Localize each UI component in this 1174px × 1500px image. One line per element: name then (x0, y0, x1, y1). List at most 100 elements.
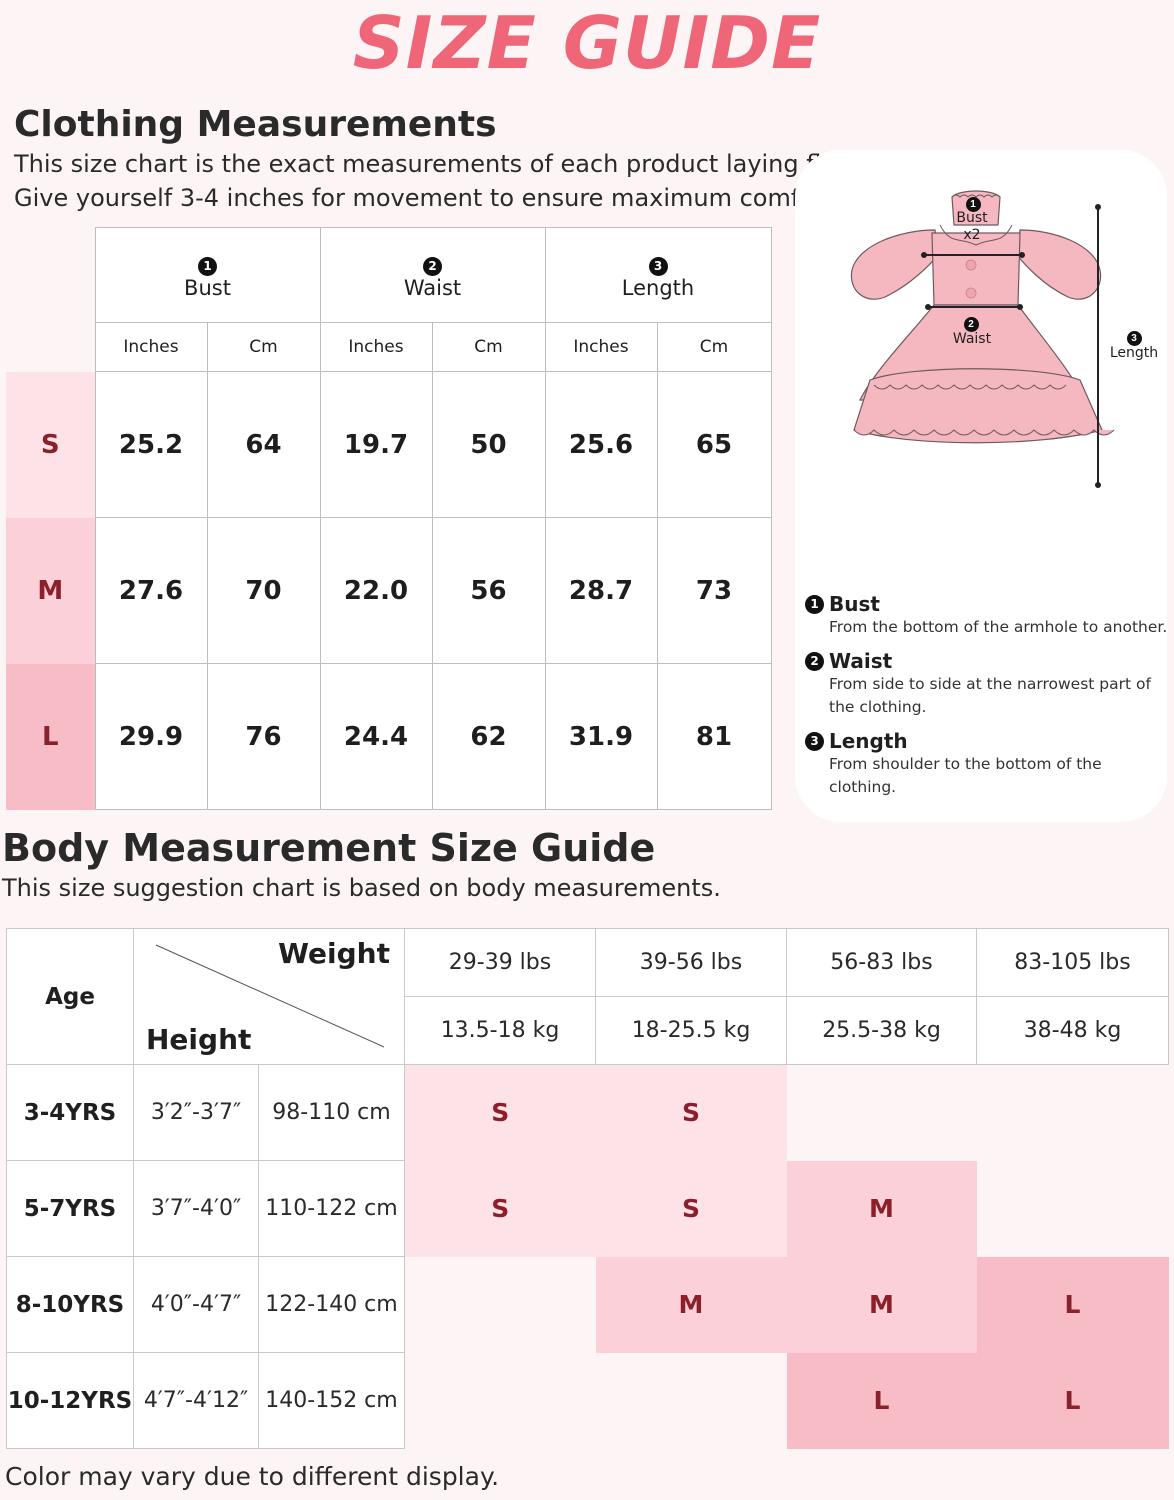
bust-diagram-text: Bust (956, 210, 988, 226)
height-ft-cell: 3′2″-3′7″ (133, 1064, 259, 1161)
waist-diagram-label: Waist (952, 331, 992, 347)
weight-lbs-header: 83-105 lbs (976, 928, 1169, 997)
measurement-cell: 70 (206, 517, 321, 664)
weight-lbs-header: 39-56 lbs (595, 928, 787, 997)
size-cell: M (786, 1256, 977, 1353)
bust-marker-badge: 1 (965, 197, 981, 212)
height-ft-cell: 3′7″-4′0″ (133, 1160, 259, 1257)
measurement-cell: 27.6 (94, 517, 208, 664)
measurement-cell: 25.6 (544, 371, 658, 518)
unit-header: Cm (656, 322, 772, 372)
measurement-cell: 64 (206, 371, 321, 518)
height-ft-cell: 4′0″-4′7″ (133, 1256, 259, 1353)
length-diagram-label: Length (1109, 345, 1159, 361)
table-row: 5-7YRS 3′7″-4′0″ 110-122 cm S S M (6, 1160, 1169, 1257)
waist-header: 2 Waist (319, 227, 546, 323)
size-cell: L (786, 1352, 977, 1449)
clothing-desc-2: Give yourself 3-4 inches for movement to… (14, 184, 841, 212)
measurement-definitions: 1 Bust From the bottom of the armhole to … (805, 592, 1169, 809)
definition-text: From side to side at the narrowest part … (829, 675, 1151, 716)
size-label: M (6, 517, 95, 664)
footer-note: Color may vary due to different display. (5, 1462, 500, 1491)
definition-title: Waist (829, 649, 893, 673)
bust-header: 1 Bust (94, 227, 321, 323)
body-size-table: Age Weight Height 29-39 lbs 39-56 lbs 56… (6, 928, 1169, 1449)
bust-multiplier: x2 (963, 227, 981, 243)
bust-marker: 1 (953, 194, 993, 212)
body-heading: Body Measurement Size Guide (2, 826, 656, 870)
measurement-cell: 56 (431, 517, 546, 664)
size-cell (596, 1353, 787, 1449)
measurement-cell: 22.0 (319, 517, 433, 664)
measurement-cell: 25.2 (94, 371, 208, 518)
definition-length: 3 Length From shoulder to the bottom of t… (805, 729, 1169, 799)
bust-header-label: Bust (184, 275, 231, 300)
unit-header: Inches (319, 322, 433, 372)
table-row: M 27.6 70 22.0 56 28.7 73 (6, 517, 772, 664)
waist-number-badge: 2 (423, 256, 442, 276)
length-marker: 3 (1104, 328, 1164, 346)
height-ft-cell: 4′7″-4′12″ (133, 1352, 259, 1449)
table-row: 3-4YRS 3′2″-3′7″ 98-110 cm S S (6, 1064, 1169, 1161)
definition-badge: 1 (805, 594, 824, 614)
weight-kg-header: 38-48 kg (976, 996, 1169, 1065)
weight-height-header: Weight Height (133, 928, 405, 1065)
diagonal-divider (155, 944, 385, 1048)
measurement-cell: 81 (656, 663, 772, 810)
definition-badge: 3 (805, 731, 824, 751)
definition-text: From the bottom of the armhole to anothe… (829, 618, 1168, 636)
measurement-cell: 29.9 (94, 663, 208, 810)
weight-kg-header: 18-25.5 kg (595, 996, 787, 1065)
measurement-cell: 50 (431, 371, 546, 518)
length-marker-badge: 3 (1126, 331, 1142, 346)
definition-title: Bust (829, 592, 880, 616)
length-header: 3 Length (544, 227, 772, 323)
dress-diagram (850, 190, 1115, 488)
weight-lbs-header: 29-39 lbs (404, 928, 596, 997)
size-cell (405, 1257, 596, 1353)
size-cell (405, 1353, 596, 1449)
definition-badge: 2 (805, 651, 824, 671)
page-title: SIZE GUIDE (352, 1, 822, 85)
measurement-cell: 24.4 (319, 663, 433, 810)
size-cell: S (595, 1064, 787, 1161)
age-cell: 5-7YRS (6, 1160, 134, 1257)
measurement-cell: 65 (656, 371, 772, 518)
bust-number-badge: 1 (198, 256, 217, 276)
table-row: 8-10YRS 4′0″-4′7″ 122-140 cm M M L (6, 1256, 1169, 1353)
unit-header: Cm (206, 322, 321, 372)
size-cell: L (976, 1352, 1169, 1449)
size-label: L (6, 663, 95, 810)
waist-header-label: Waist (403, 275, 462, 300)
measurement-cell: 28.7 (544, 517, 658, 664)
age-cell: 10-12YRS (6, 1352, 134, 1449)
table-corner-2 (6, 323, 95, 372)
clothing-heading: Clothing Measurements (14, 104, 497, 145)
weight-kg-header: 13.5-18 kg (404, 996, 596, 1065)
unit-header: Inches (94, 322, 208, 372)
weight-kg-header: 25.5-38 kg (786, 996, 977, 1065)
measurement-cell: 31.9 (544, 663, 658, 810)
body-desc: This size suggestion chart is based on b… (2, 874, 721, 902)
definition-title: Length (829, 729, 908, 753)
waist-marker: 2 (951, 314, 991, 332)
size-cell: M (786, 1160, 977, 1257)
size-cell (787, 1065, 977, 1161)
height-cm-cell: 122-140 cm (258, 1256, 405, 1353)
age-cell: 3-4YRS (6, 1064, 134, 1161)
age-header: Age (6, 928, 134, 1065)
definition-text: From shoulder to the bottom of the cloth… (829, 755, 1102, 796)
age-cell: 8-10YRS (6, 1256, 134, 1353)
table-row: S 25.2 64 19.7 50 25.6 65 (6, 371, 772, 518)
size-cell (977, 1161, 1169, 1257)
measurement-cell: 76 (206, 663, 321, 810)
size-cell: M (595, 1256, 787, 1353)
size-cell (977, 1065, 1169, 1161)
table-row: 10-12YRS 4′7″-4′12″ 140-152 cm L L (6, 1352, 1169, 1449)
height-cm-cell: 110-122 cm (258, 1160, 405, 1257)
size-cell: S (404, 1064, 596, 1161)
unit-header: Cm (431, 322, 546, 372)
unit-header: Inches (544, 322, 658, 372)
table-corner (6, 228, 95, 323)
size-cell: S (595, 1160, 787, 1257)
